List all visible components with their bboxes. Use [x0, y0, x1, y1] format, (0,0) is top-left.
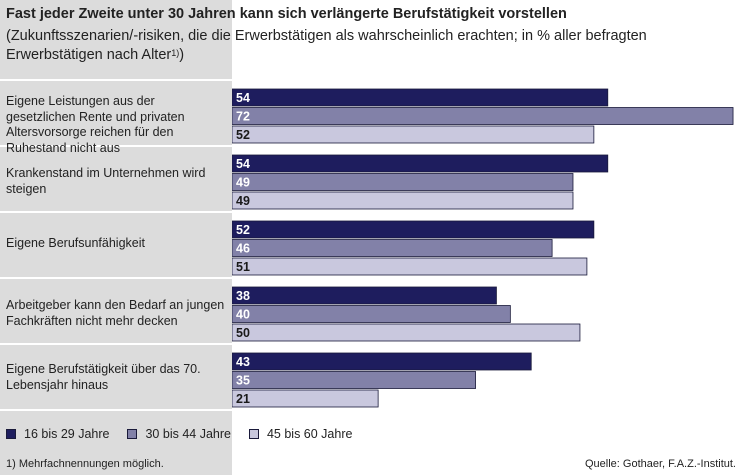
bar: [232, 191, 574, 210]
bar-value-label: 46: [236, 242, 250, 256]
chart-title: Fast jeder Zweite unter 30 Jahren kann s…: [6, 6, 567, 22]
category-label: Eigene Berufstätigkeit über das 70. Lebe…: [6, 362, 201, 392]
legend-swatch: [127, 429, 138, 439]
bar: [232, 371, 476, 389]
legend-label: 45 bis 60 Jahre: [266, 427, 353, 441]
legend-label: 30 bis 44 Jahre: [145, 427, 231, 441]
legend-item: 16 bis 29 Jahre: [6, 427, 109, 441]
bar-value-label: 21: [236, 392, 250, 406]
bar: [232, 305, 511, 323]
bar-value-label: 52: [236, 223, 250, 237]
bar: [232, 88, 609, 107]
subtitle-close: ): [179, 47, 185, 63]
bar-value-label: 54: [236, 157, 250, 171]
bars-panel: 54 72 52 54 49 49 52 46 51 38 40 50 43 35 21: [232, 0, 744, 475]
chart-subtitle: (Zukunftsszenarien/-risiken, die die Erw…: [6, 27, 736, 65]
bar-value-label: 52: [236, 128, 250, 142]
bar-value-label: 40: [236, 308, 250, 322]
legend-swatch: [6, 429, 16, 439]
category-label: Arbeitgeber kann den Bedarf an jungen Fa…: [6, 298, 225, 328]
bar-value-label: 43: [236, 355, 250, 369]
legend-item: 30 bis 44 Jahre: [127, 427, 231, 441]
separator: [0, 211, 744, 213]
separator: [0, 79, 744, 81]
bar: [232, 352, 532, 371]
separator: [0, 409, 744, 411]
legend-label: 16 bis 29 Jahre: [24, 427, 110, 441]
bar: [232, 257, 588, 276]
bar-value-label: 49: [236, 194, 250, 208]
subtitle-footnote-marker: 1): [171, 48, 180, 58]
bar-value-label: 51: [236, 260, 250, 274]
bar: [232, 389, 379, 408]
category-label: Eigene Leistungen aus der gesetzlichen R…: [6, 94, 185, 155]
bar: [232, 154, 609, 173]
bar: [232, 107, 734, 125]
bar-value-label: 50: [236, 326, 250, 340]
source-note: Quelle: Gothaer, F.A.Z.-Institut.: [584, 458, 736, 470]
separator: [0, 277, 744, 279]
bar-chart: 54 72 52 54 49 49 52 46 51 38 40 50 43 35 21: [232, 88, 734, 408]
separator: [0, 145, 744, 147]
bar-value-label: 54: [236, 91, 250, 105]
bar-value-label: 72: [236, 110, 250, 124]
subtitle-text: (Zukunftsszenarien/-risiken, die die Erw…: [6, 28, 647, 63]
category-label: Eigene Berufsunfähigkeit: [6, 236, 145, 250]
bar-value-label: 49: [236, 176, 250, 190]
legend-item: 45 bis 60 Jahre: [248, 427, 353, 441]
bar: [232, 323, 581, 342]
bar: [232, 220, 595, 239]
separator: [0, 343, 744, 345]
legend: 16 bis 29 Jahre 30 bis 44 Jahre 45 bis 6…: [6, 426, 370, 442]
bar: [232, 239, 553, 257]
bar: [232, 173, 574, 191]
bar-value-label: 35: [236, 374, 250, 388]
footnote: 1) Mehrfachnennungen möglich.: [6, 458, 164, 470]
legend-swatch: [248, 429, 259, 439]
category-label: Krankenstand im Unternehmen wird steigen: [6, 166, 206, 196]
bar: [232, 286, 497, 305]
bar-value-label: 38: [236, 289, 250, 303]
bar: [232, 125, 595, 144]
